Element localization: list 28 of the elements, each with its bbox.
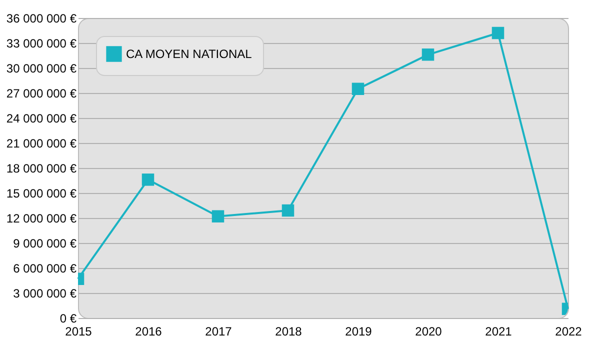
y-tick-label: 0 € bbox=[60, 312, 77, 326]
x-tick-label: 2018 bbox=[275, 324, 302, 338]
y-tick-label: 18 000 000 € bbox=[6, 162, 77, 176]
legend-label: CA MOYEN NATIONAL bbox=[126, 47, 252, 61]
x-tick-label: 2016 bbox=[135, 324, 162, 338]
x-tick-label: 2021 bbox=[485, 324, 512, 338]
x-tick-label: 2020 bbox=[415, 324, 442, 338]
y-tick-label: 12 000 000 € bbox=[6, 212, 77, 226]
y-tick-label: 15 000 000 € bbox=[6, 186, 77, 200]
y-tick-label: 33 000 000 € bbox=[6, 36, 77, 50]
y-tick-label: 30 000 000 € bbox=[6, 62, 77, 76]
y-tick-label: 24 000 000 € bbox=[6, 112, 77, 126]
y-tick-label: 9 000 000 € bbox=[13, 236, 77, 250]
point bbox=[282, 204, 294, 217]
y-tick-label: 3 000 000 € bbox=[13, 286, 77, 300]
point bbox=[422, 48, 434, 61]
x-tick-label: 2017 bbox=[205, 324, 232, 338]
point bbox=[212, 210, 224, 222]
x-tick-label: 2022 bbox=[555, 324, 582, 338]
y-tick-label: 36 000 000 € bbox=[6, 12, 77, 26]
y-tick-label: 27 000 000 € bbox=[6, 86, 77, 100]
x-tick-label: 2015 bbox=[65, 324, 92, 338]
x-tick-label: 2019 bbox=[345, 324, 372, 338]
point bbox=[142, 174, 154, 186]
y-tick-label: 6 000 000 € bbox=[13, 262, 77, 276]
point bbox=[352, 82, 364, 95]
point bbox=[492, 26, 504, 40]
y-tick-label: 21 000 000 € bbox=[6, 136, 77, 150]
